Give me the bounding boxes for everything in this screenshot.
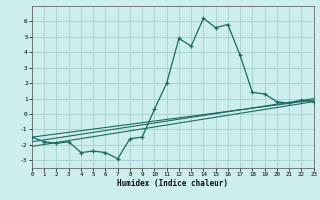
X-axis label: Humidex (Indice chaleur): Humidex (Indice chaleur) (117, 179, 228, 188)
